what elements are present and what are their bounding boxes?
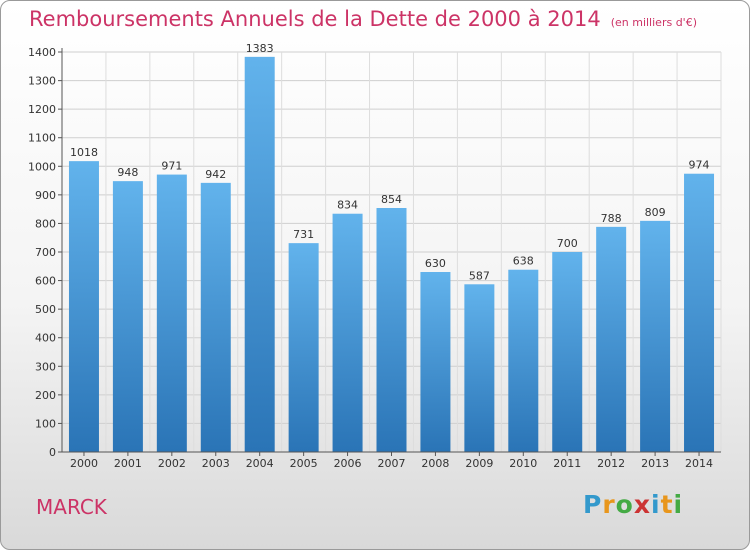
bar-value-label: 809 (645, 206, 666, 219)
y-tick-label: 300 (35, 360, 56, 373)
bar-2003 (200, 182, 231, 452)
y-tick-label: 100 (35, 417, 56, 430)
x-tick-label: 2011 (553, 457, 581, 470)
bar-value-label: 788 (601, 212, 622, 225)
y-tick-label: 600 (35, 275, 56, 288)
chart-title: Remboursements Annuels de la Dette de 20… (29, 7, 697, 31)
bar-value-label: 587 (469, 269, 490, 282)
proxiti-logo: Proxiti (583, 490, 683, 519)
bar-2012 (596, 226, 627, 452)
bar-2008 (420, 272, 451, 452)
bar-value-label: 834 (337, 199, 358, 212)
logo-letter: r (602, 490, 616, 519)
y-tick-label: 800 (35, 217, 56, 230)
bar-2011 (552, 252, 583, 452)
x-tick-label: 2008 (421, 457, 449, 470)
bar-value-label: 638 (513, 255, 534, 268)
x-tick-label: 2006 (334, 457, 362, 470)
y-tick-label: 0 (49, 446, 56, 459)
bar-2000 (68, 161, 99, 452)
bar-2004 (244, 56, 275, 452)
city-name: MARCK (36, 495, 107, 519)
y-tick-label: 1000 (28, 160, 56, 173)
x-tick-label: 2005 (290, 457, 318, 470)
bar-2013 (640, 220, 671, 452)
bar-value-label: 1018 (70, 146, 98, 159)
bar-2006 (332, 213, 363, 452)
y-tick-label: 400 (35, 332, 56, 345)
bar-2007 (376, 208, 407, 452)
bar-2010 (508, 269, 539, 452)
x-tick-label: 2004 (246, 457, 274, 470)
bar-value-label: 731 (293, 228, 314, 241)
logo-letter: o (615, 490, 634, 519)
unit-note: (en milliers d'€) (610, 16, 697, 29)
bar-2009 (464, 284, 495, 452)
bar-value-label: 1383 (246, 42, 274, 55)
x-tick-label: 2012 (597, 457, 625, 470)
x-tick-label: 2014 (685, 457, 713, 470)
logo-letter: t (660, 490, 674, 519)
x-tick-label: 2002 (158, 457, 186, 470)
bar-2005 (288, 243, 319, 452)
bar-value-label: 630 (425, 257, 446, 270)
x-tick-label: 2003 (202, 457, 230, 470)
bar-value-label: 854 (381, 193, 402, 206)
x-tick-label: 2013 (641, 457, 669, 470)
logo-letter: i (673, 490, 684, 519)
x-tick-label: 2010 (509, 457, 537, 470)
y-tick-label: 900 (35, 189, 56, 202)
x-tick-label: 2001 (114, 457, 142, 470)
bar-value-label: 971 (161, 160, 182, 173)
y-tick-label: 1200 (28, 103, 56, 116)
logo-letter: i (651, 490, 661, 519)
y-tick-label: 700 (35, 246, 56, 259)
bar-2001 (112, 181, 143, 452)
x-tick-label: 2009 (465, 457, 493, 470)
y-tick-label: 1100 (28, 132, 56, 145)
bar-2002 (156, 174, 187, 453)
logo-letter: x (633, 490, 651, 519)
y-tick-label: 500 (35, 303, 56, 316)
bar-value-label: 700 (557, 237, 578, 250)
bar-value-label: 974 (689, 159, 710, 172)
bar-value-label: 942 (205, 168, 226, 181)
x-tick-label: 2007 (378, 457, 406, 470)
title-text: Remboursements Annuels de la Dette de 20… (29, 7, 601, 31)
bar-value-label: 948 (117, 166, 138, 179)
y-tick-label: 1300 (28, 75, 56, 88)
logo-letter: P (583, 490, 603, 519)
bar-2014 (684, 173, 715, 452)
x-tick-label: 2000 (70, 457, 98, 470)
y-tick-label: 200 (35, 389, 56, 402)
y-tick-label: 1400 (28, 46, 56, 59)
